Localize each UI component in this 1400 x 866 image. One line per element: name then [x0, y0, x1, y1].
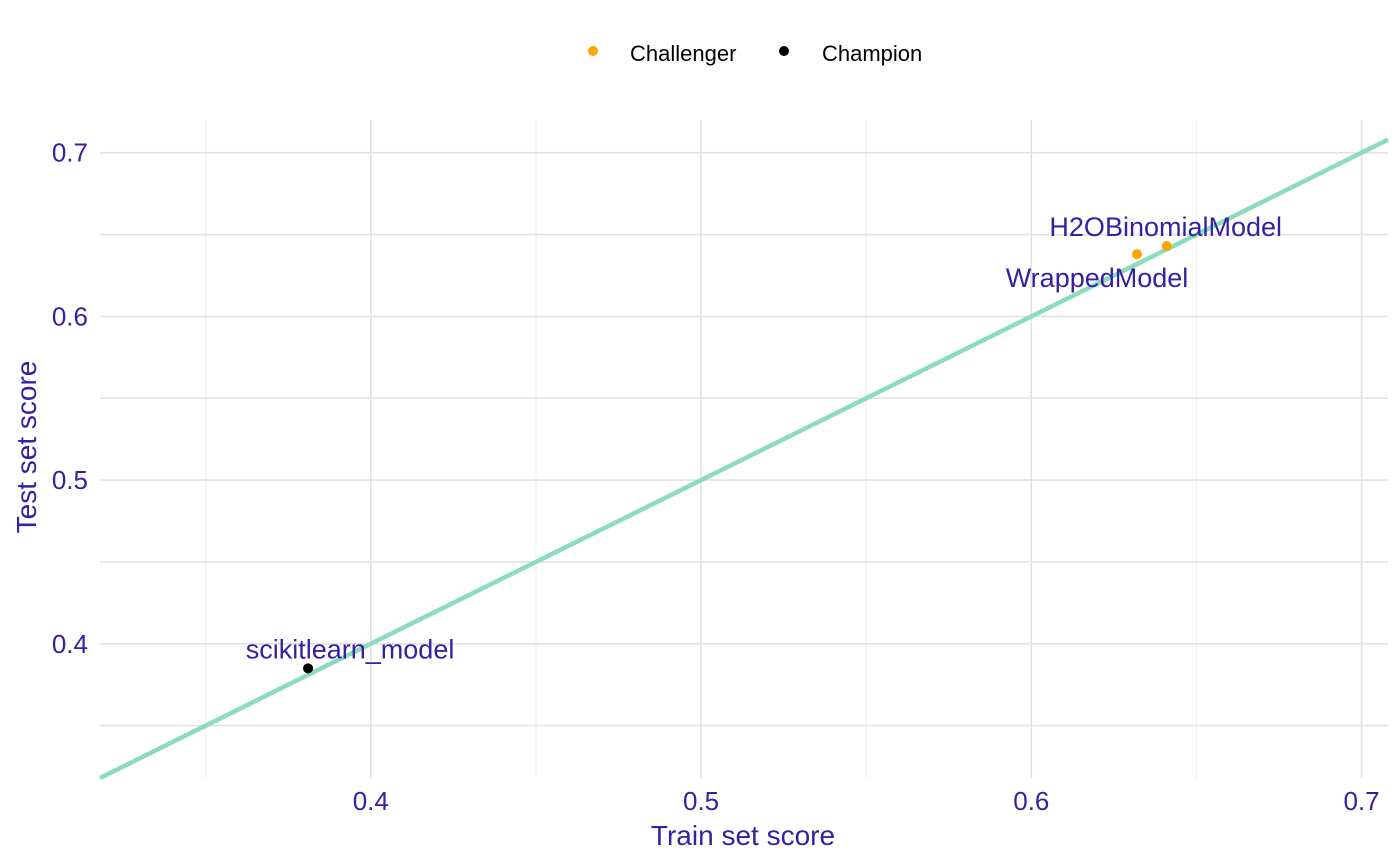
legend-marker-challenger	[588, 46, 598, 56]
reference-line-layer	[99, 137, 1389, 781]
y-tick-label: 0.6	[52, 301, 88, 331]
y-axis-ticks: 0.4 0.5 0.6 0.7	[52, 138, 88, 659]
data-point-challenger	[1161, 241, 1172, 252]
data-label: WrappedModel	[1006, 263, 1189, 293]
y-tick-label: 0.7	[52, 138, 88, 168]
x-axis-ticks: 0.4 0.5 0.6 0.7	[353, 786, 1380, 816]
y-axis-title: Test set score	[11, 361, 42, 534]
y-tick-label: 0.4	[52, 629, 88, 659]
legend-marker-champion	[779, 46, 789, 56]
point-labels-layer: H2OBinomialModel WrappedModel scikitlearn_…	[246, 212, 1282, 664]
x-axis-title: Train set score	[651, 820, 835, 851]
legend-label-challenger: Challenger	[630, 41, 736, 66]
data-point-challenger	[1132, 249, 1143, 260]
legend-label-champion: Champion	[822, 41, 922, 66]
identity-reference-line	[99, 137, 1389, 781]
data-label: scikitlearn_model	[246, 634, 455, 664]
legend: Challenger Champion	[588, 41, 922, 66]
grid	[100, 120, 1388, 778]
x-tick-label: 0.5	[683, 786, 719, 816]
x-tick-label: 0.7	[1344, 786, 1380, 816]
data-label: H2OBinomialModel	[1049, 212, 1282, 242]
data-point-champion	[303, 663, 314, 674]
x-tick-label: 0.6	[1013, 786, 1049, 816]
points-layer	[303, 241, 1172, 674]
y-tick-label: 0.5	[52, 465, 88, 495]
x-tick-label: 0.4	[353, 786, 389, 816]
